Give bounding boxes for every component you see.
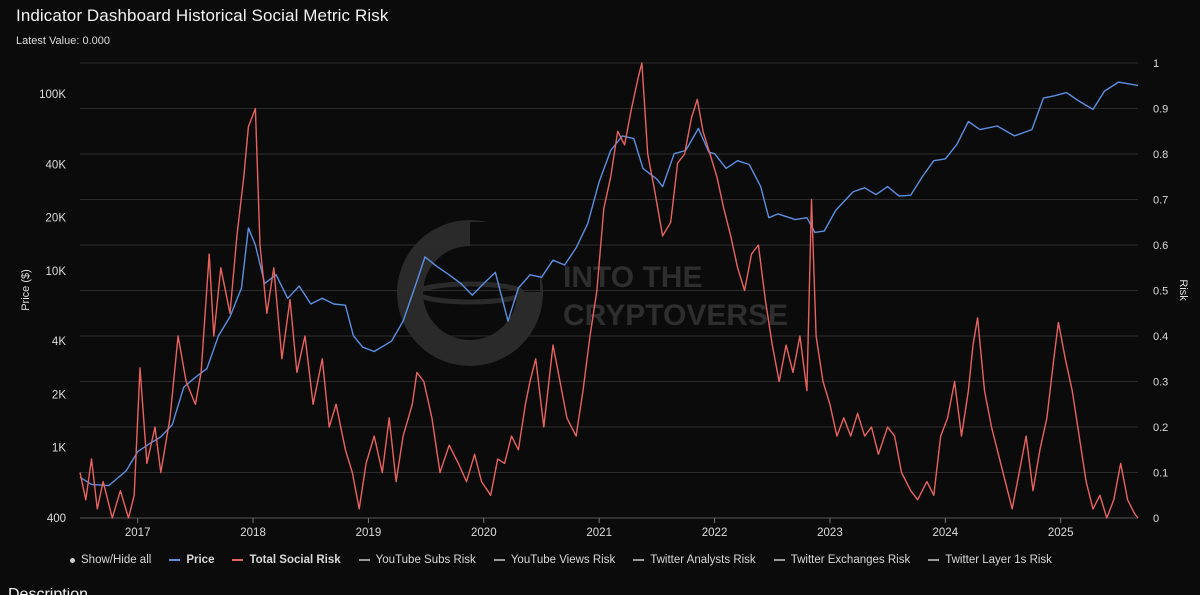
- y-right-tick-label: 0.2: [1153, 422, 1168, 434]
- legend-item-label: Twitter Layer 1s Risk: [945, 554, 1052, 566]
- x-tick-label: 2017: [125, 527, 151, 539]
- legend-item-total-social-risk[interactable]: Total Social Risk: [232, 554, 341, 566]
- legend-item-label: YouTube Subs Risk: [375, 554, 476, 566]
- legend-item-label: YouTube Views Risk: [510, 554, 616, 566]
- y-left-tick-label: 4K: [52, 336, 66, 348]
- x-tick-label: 2021: [586, 527, 612, 539]
- description-heading: Description: [8, 588, 88, 595]
- x-tick-label: 2023: [817, 527, 843, 539]
- legend-item-youtube-subs-risk[interactable]: YouTube Subs Risk: [358, 554, 476, 566]
- line-swatch-icon: [493, 559, 505, 561]
- y-axis-right-label: Risk: [1177, 279, 1189, 301]
- line-swatch-icon: [928, 559, 940, 561]
- legend-item-price[interactable]: Price: [169, 554, 214, 566]
- watermark: INTO THE CRYPTOVERSE: [397, 220, 788, 366]
- y-right-tick-label: 0: [1153, 513, 1159, 525]
- line-swatch-icon: [232, 559, 244, 561]
- latest-value: Latest Value: 0.000: [16, 35, 110, 47]
- x-tick-label: 2025: [1048, 527, 1074, 539]
- chart-title: Indicator Dashboard Historical Social Me…: [16, 6, 389, 25]
- into-the-cryptoverse-logo-icon: [397, 220, 543, 366]
- y-right-tick-label: 1: [1153, 58, 1159, 70]
- y-right-tick-label: 0.3: [1153, 377, 1168, 389]
- x-tick-label: 2018: [240, 527, 266, 539]
- watermark-line2: CRYPTOVERSE: [563, 299, 788, 332]
- legend-item-label: Total Social Risk: [249, 554, 341, 566]
- line-swatch-icon: [633, 559, 645, 561]
- y-left-tick-label: 400: [47, 513, 66, 525]
- bullet-icon: [70, 557, 75, 563]
- y-left-tick-label: 2K: [52, 389, 66, 401]
- series-line-total-social-risk[interactable]: [79, 62, 1139, 519]
- y-right-tick-label: 0.7: [1153, 195, 1168, 207]
- y-left-tick-label: 100K: [39, 89, 66, 101]
- x-tick-label: 2019: [356, 527, 382, 539]
- y-left-tick-label: 1K: [52, 443, 66, 455]
- legend-show-hide-all-label: Show/Hide all: [81, 554, 152, 566]
- x-tick-label: 2024: [933, 527, 959, 539]
- y-right-tick-label: 0.9: [1153, 104, 1168, 116]
- x-tick-label: 2022: [702, 527, 728, 539]
- legend-item-label: Price: [186, 554, 215, 566]
- legend-item-twitter-exchanges-risk[interactable]: Twitter Exchanges Risk: [773, 554, 911, 566]
- series-line-price[interactable]: [79, 81, 1139, 487]
- y-right-tick-label: 0.1: [1153, 468, 1168, 480]
- y-right-tick-label: 0.8: [1153, 149, 1168, 161]
- legend-item-label: Twitter Exchanges Risk: [790, 554, 911, 566]
- legend-item-youtube-views-risk[interactable]: YouTube Views Risk: [493, 554, 616, 566]
- y-axis-left-label: Price ($): [20, 269, 32, 311]
- line-swatch-icon: [169, 559, 181, 561]
- y-right-tick-label: 0.4: [1153, 331, 1168, 343]
- legend-item-twitter-layer-1s-risk[interactable]: Twitter Layer 1s Risk: [928, 554, 1052, 566]
- line-swatch-icon: [358, 559, 370, 561]
- legend-item-twitter-analysts-risk[interactable]: Twitter Analysts Risk: [633, 554, 756, 566]
- y-right-tick-label: 0.6: [1153, 240, 1168, 252]
- legend-show-hide-all[interactable]: Show/Hide all: [70, 554, 151, 566]
- legend-item-label: Twitter Analysts Risk: [650, 554, 756, 566]
- x-tick-label: 2020: [471, 527, 497, 539]
- y-left-tick-label: 20K: [46, 213, 67, 225]
- chart-area: INTO THE CRYPTOVERSE 2017 2018 2019 2020 202…: [20, 58, 1189, 539]
- y-left-tick-label: 10K: [46, 266, 67, 278]
- y-left-tick-label: 40K: [46, 159, 67, 171]
- line-swatch-icon: [773, 559, 785, 561]
- legend: Show/Hide all Price Total Social Risk Yo…: [70, 554, 1052, 566]
- watermark-line1: INTO THE: [563, 261, 702, 294]
- y-right-tick-label: 0.5: [1153, 286, 1168, 298]
